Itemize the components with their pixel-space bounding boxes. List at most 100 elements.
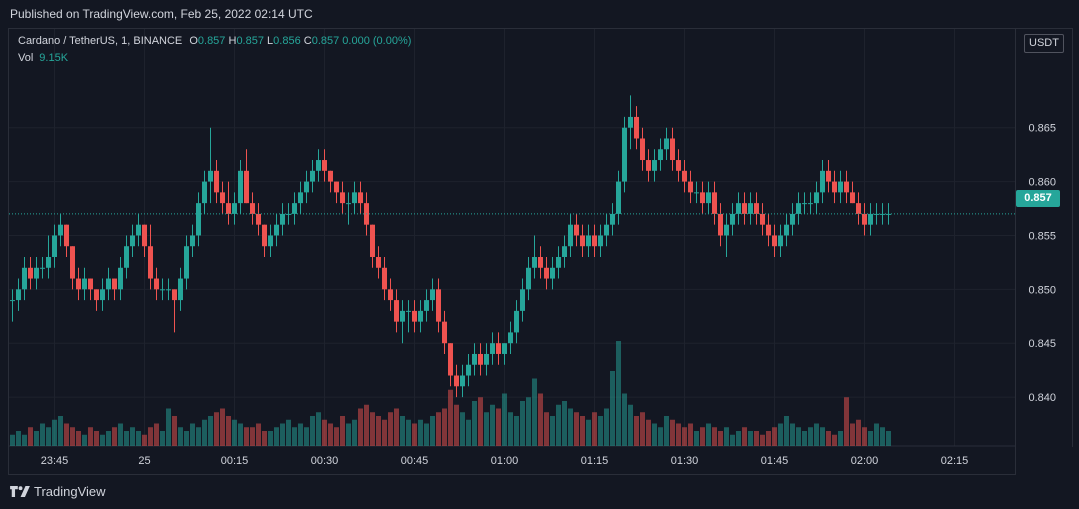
volume-bar bbox=[202, 419, 207, 446]
volume-bar bbox=[280, 423, 285, 446]
volume-bar bbox=[610, 371, 615, 446]
volume-bar bbox=[748, 431, 753, 446]
candle-body bbox=[862, 213, 867, 225]
volume-bar bbox=[712, 427, 717, 446]
volume-bar bbox=[358, 408, 363, 446]
currency-button[interactable]: USDT bbox=[1024, 34, 1064, 53]
candle-body bbox=[472, 353, 477, 365]
candle-body bbox=[538, 257, 543, 268]
candle-body bbox=[424, 300, 429, 311]
tradingview-footer[interactable]: TradingView bbox=[10, 484, 106, 499]
candle-body bbox=[406, 310, 411, 312]
volume-bar bbox=[856, 419, 861, 446]
candle-body bbox=[274, 224, 279, 236]
candle-body bbox=[298, 192, 303, 204]
volume-bar bbox=[304, 427, 309, 446]
volume-bar bbox=[388, 412, 393, 446]
candle-body bbox=[448, 343, 453, 376]
volume-bar bbox=[100, 434, 105, 446]
candle-body bbox=[358, 192, 363, 204]
volume-bar bbox=[256, 423, 261, 446]
candle-body bbox=[700, 192, 705, 204]
candle-body bbox=[598, 235, 603, 247]
volume-bar bbox=[490, 404, 495, 446]
candle-body bbox=[760, 213, 765, 225]
candle-body bbox=[676, 160, 681, 171]
candle-body bbox=[814, 192, 819, 204]
volume-bar bbox=[124, 431, 129, 446]
volume-bar bbox=[514, 416, 519, 446]
tradingview-logo-icon bbox=[10, 486, 30, 497]
candle-body bbox=[328, 170, 333, 182]
y-tick-label: 0.865 bbox=[1028, 123, 1056, 135]
volume-bar bbox=[166, 408, 171, 446]
volume-bar bbox=[604, 408, 609, 446]
candle-body bbox=[94, 289, 99, 301]
volume-bar bbox=[112, 427, 117, 446]
candle-body bbox=[304, 181, 309, 193]
candle-body bbox=[130, 235, 135, 247]
open-value: 0.857 bbox=[197, 35, 226, 47]
y-tick-label: 0.855 bbox=[1028, 230, 1056, 242]
volume-bar bbox=[670, 419, 675, 446]
volume-bar bbox=[694, 431, 699, 446]
candle-body bbox=[634, 116, 639, 139]
change-value: 0.000 (0.00%) bbox=[342, 35, 412, 47]
volume-bar bbox=[844, 397, 849, 446]
volume-bar bbox=[616, 341, 621, 446]
chart-frame[interactable] bbox=[8, 28, 1016, 475]
volume-bar bbox=[550, 416, 555, 446]
candle-body bbox=[208, 170, 213, 182]
candle-body bbox=[616, 181, 621, 214]
volume-bar bbox=[424, 423, 429, 446]
volume-bar bbox=[520, 401, 525, 446]
volume-bar bbox=[118, 423, 123, 446]
candle-body bbox=[220, 192, 225, 204]
volume-bar bbox=[154, 423, 159, 446]
candle-body bbox=[850, 192, 855, 204]
volume-bar bbox=[724, 427, 729, 446]
candle-body bbox=[706, 192, 711, 204]
volume-bar bbox=[592, 412, 597, 446]
volume-bar bbox=[22, 434, 27, 446]
volume-bar bbox=[586, 419, 591, 446]
candle-body bbox=[460, 375, 465, 387]
candle-body bbox=[736, 203, 741, 214]
candle-body bbox=[796, 203, 801, 214]
volume-bar bbox=[478, 397, 483, 446]
candle-body bbox=[766, 224, 771, 236]
published-header: Published on TradingView.com, Feb 25, 20… bbox=[10, 7, 313, 21]
close-value: 0.857 bbox=[311, 35, 340, 47]
candle-body bbox=[562, 246, 567, 257]
volume-bar bbox=[418, 419, 423, 446]
candle-body bbox=[382, 267, 387, 290]
volume-bar bbox=[94, 431, 99, 446]
candle-body bbox=[148, 246, 153, 279]
volume-bar bbox=[538, 393, 543, 446]
volume-bar bbox=[646, 419, 651, 446]
volume-bar bbox=[808, 427, 813, 446]
volume-bar bbox=[622, 393, 627, 446]
candle-body bbox=[118, 267, 123, 290]
candle-body bbox=[418, 310, 423, 322]
candle-body bbox=[136, 224, 141, 236]
price-scale[interactable] bbox=[1016, 28, 1073, 447]
volume-bar bbox=[352, 419, 357, 446]
candle-body bbox=[88, 278, 93, 290]
candle-body bbox=[658, 149, 663, 161]
candle-body bbox=[268, 235, 273, 247]
candle-body bbox=[718, 213, 723, 236]
x-tick-label: 00:45 bbox=[401, 455, 429, 467]
volume-bar bbox=[274, 427, 279, 446]
volume-bar bbox=[868, 431, 873, 446]
candle-body bbox=[694, 192, 699, 194]
volume-bar bbox=[76, 431, 81, 446]
volume-bar bbox=[178, 427, 183, 446]
candle-body bbox=[712, 192, 717, 214]
volume-bar bbox=[676, 423, 681, 446]
candle-body bbox=[466, 364, 471, 376]
volume-bar bbox=[628, 404, 633, 446]
candle-body bbox=[412, 310, 417, 322]
y-axis-ticks: 0.865 0.860 0.855 0.850 0.845 0.840 bbox=[1028, 123, 1056, 404]
